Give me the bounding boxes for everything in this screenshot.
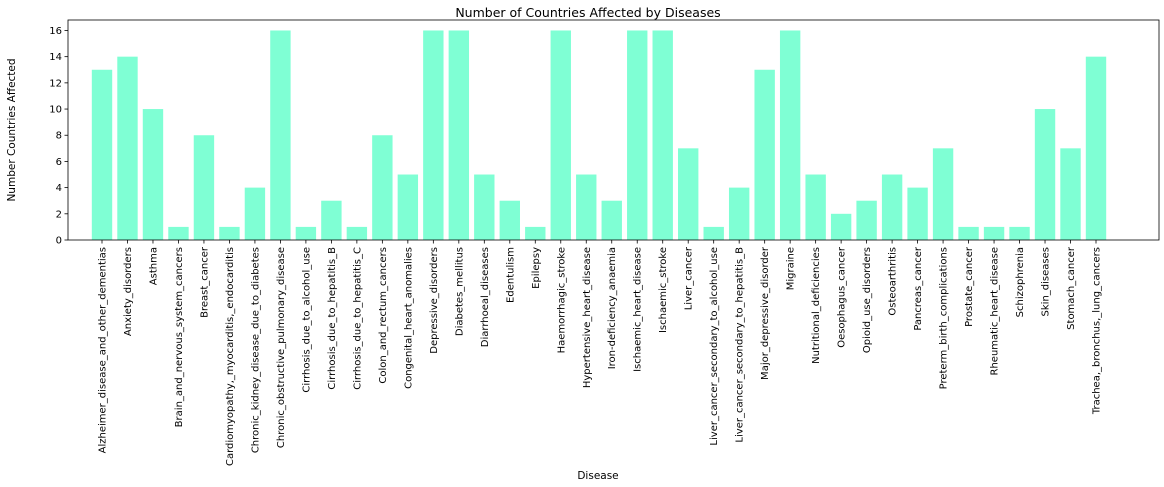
- bar: [754, 69, 775, 240]
- bar: [805, 174, 826, 240]
- x-tick-label: Ischaemic_heart_disease: [633, 247, 644, 372]
- x-tick-label: Cirrhosis_due_to_hepatitis_B: [327, 247, 338, 390]
- bar: [91, 69, 113, 240]
- x-tick-label: Cirrhosis_due_to_alcohol_use: [301, 247, 312, 393]
- chart-title: Number of Countries Affected by Diseases: [455, 5, 720, 20]
- plot-frame: [67, 19, 1160, 241]
- y-tick-label: 4: [56, 183, 62, 194]
- bar: [270, 30, 291, 241]
- y-axis: 0 2 4 6 8 10 12 14 16: [49, 26, 68, 247]
- bar: [652, 30, 673, 241]
- x-tick-label: Epilepsy: [531, 247, 542, 289]
- x-axis: Alzheimer_disease_and_other_dementias Anx…: [98, 240, 1103, 466]
- bar: [346, 226, 368, 240]
- x-tick-label: Chronic_kidney_disease_due_to_diabetes: [250, 247, 261, 453]
- y-axis-label: Number Countries Affected: [6, 58, 18, 201]
- x-tick-label: Osteoarthritis: [888, 247, 899, 316]
- bar: [321, 200, 342, 240]
- bar: [244, 187, 266, 240]
- bar: [474, 174, 495, 240]
- bar: [907, 187, 928, 240]
- y-tick-label: 10: [49, 105, 62, 116]
- bar: [448, 30, 470, 241]
- x-tick-label: Trachea,_bronchus,_lung_cancers: [1092, 247, 1103, 415]
- x-tick-label: Congenital_heart_anomalies: [403, 247, 414, 389]
- y-tick-label: 2: [56, 209, 62, 220]
- x-tick-label: Preterm_birth_complications: [939, 247, 950, 389]
- x-tick-label: Edentulism: [505, 247, 516, 303]
- x-tick-label: Iron-deficiency_anaemia: [607, 247, 618, 369]
- bar: [295, 226, 317, 240]
- y-tick-label: 14: [49, 52, 62, 63]
- bar: [728, 187, 750, 240]
- y-tick-label: 16: [49, 26, 62, 37]
- y-tick-label: 8: [56, 131, 62, 142]
- bar: [397, 174, 419, 240]
- bar: [168, 226, 189, 240]
- bar: [372, 135, 393, 240]
- x-tick-label: Cardiomyopathy,_myocarditis,_endocarditi…: [225, 247, 236, 466]
- x-tick-label: Anxiety_disorders: [123, 247, 134, 336]
- bar: [219, 226, 240, 240]
- x-tick-label: Brain_and_nervous_system_cancers: [174, 247, 185, 427]
- x-tick-label: Haemorrhagic_stroke: [556, 247, 567, 353]
- bar: [550, 30, 571, 241]
- x-tick-label: Liver_cancer_secondary_to_hepatitis_B: [735, 247, 746, 443]
- x-tick-label: Ischaemic_stroke: [658, 247, 669, 333]
- x-tick-label: Hypertensive_heart_disease: [582, 247, 593, 388]
- bar: [423, 30, 444, 241]
- bar: [856, 200, 877, 240]
- bar: [932, 148, 954, 240]
- x-tick-label: Depressive_disorders: [429, 247, 440, 354]
- x-tick-label: Diarrhoeal_diseases: [480, 247, 491, 347]
- bar: [1009, 226, 1030, 240]
- x-tick-label: Chronic_obstructive_pulmonary_disease: [276, 247, 287, 448]
- bar: [703, 226, 724, 240]
- x-tick-label: Breast_cancer: [199, 246, 210, 318]
- x-tick-label: Skin_diseases: [1041, 247, 1052, 316]
- x-tick-label: Nutritional_deficiencies: [811, 247, 822, 364]
- y-tick-label: 12: [49, 78, 62, 89]
- bar: [627, 30, 648, 241]
- x-tick-label: Cirrhosis_due_to_hepatitis_C: [352, 247, 363, 390]
- x-tick-label: Liver_cancer_secondary_to_alcohol_use: [709, 247, 720, 446]
- x-tick-label: Schizophrenia: [1015, 247, 1026, 317]
- bar: [1034, 109, 1056, 240]
- bar: [193, 135, 215, 240]
- bar: [1060, 148, 1081, 240]
- x-tick-label: Colon_and_rectum_cancers: [378, 247, 389, 384]
- bar: [601, 200, 622, 240]
- x-tick-label: Oesophagus_cancer: [837, 246, 848, 348]
- x-axis-label: Disease: [577, 470, 618, 482]
- bar: [881, 174, 903, 240]
- x-tick-label: Migraine: [786, 247, 797, 290]
- bar: [958, 226, 979, 240]
- x-tick-label: Diabetes_mellitus: [454, 247, 465, 336]
- x-tick-label: Rheumatic_heart_disease: [990, 247, 1001, 375]
- bar: [576, 174, 597, 240]
- x-tick-label: Alzheimer_disease_and_other_dementias: [98, 247, 109, 453]
- y-tick-label: 0: [56, 236, 62, 247]
- bar: [678, 148, 699, 240]
- bar: [779, 30, 801, 241]
- x-tick-label: Prostate_cancer: [964, 246, 975, 327]
- bar: [499, 200, 520, 240]
- bar: [525, 226, 546, 240]
- bar: [983, 226, 1005, 240]
- x-tick-label: Pancreas_cancer: [913, 246, 924, 331]
- x-tick-label: Liver_cancer: [684, 246, 695, 310]
- x-tick-label: Stomach_cancer: [1066, 246, 1077, 330]
- x-tick-label: Opioid_use_disorders: [862, 247, 873, 353]
- bar: [830, 213, 852, 240]
- bar: [1085, 56, 1107, 240]
- x-tick-label: Asthma: [148, 247, 159, 285]
- bar: [117, 56, 138, 240]
- bar: [142, 109, 164, 240]
- bars-group: [91, 30, 1107, 241]
- x-tick-label: Major_depressive_disorder: [760, 246, 771, 380]
- y-tick-label: 6: [56, 157, 62, 168]
